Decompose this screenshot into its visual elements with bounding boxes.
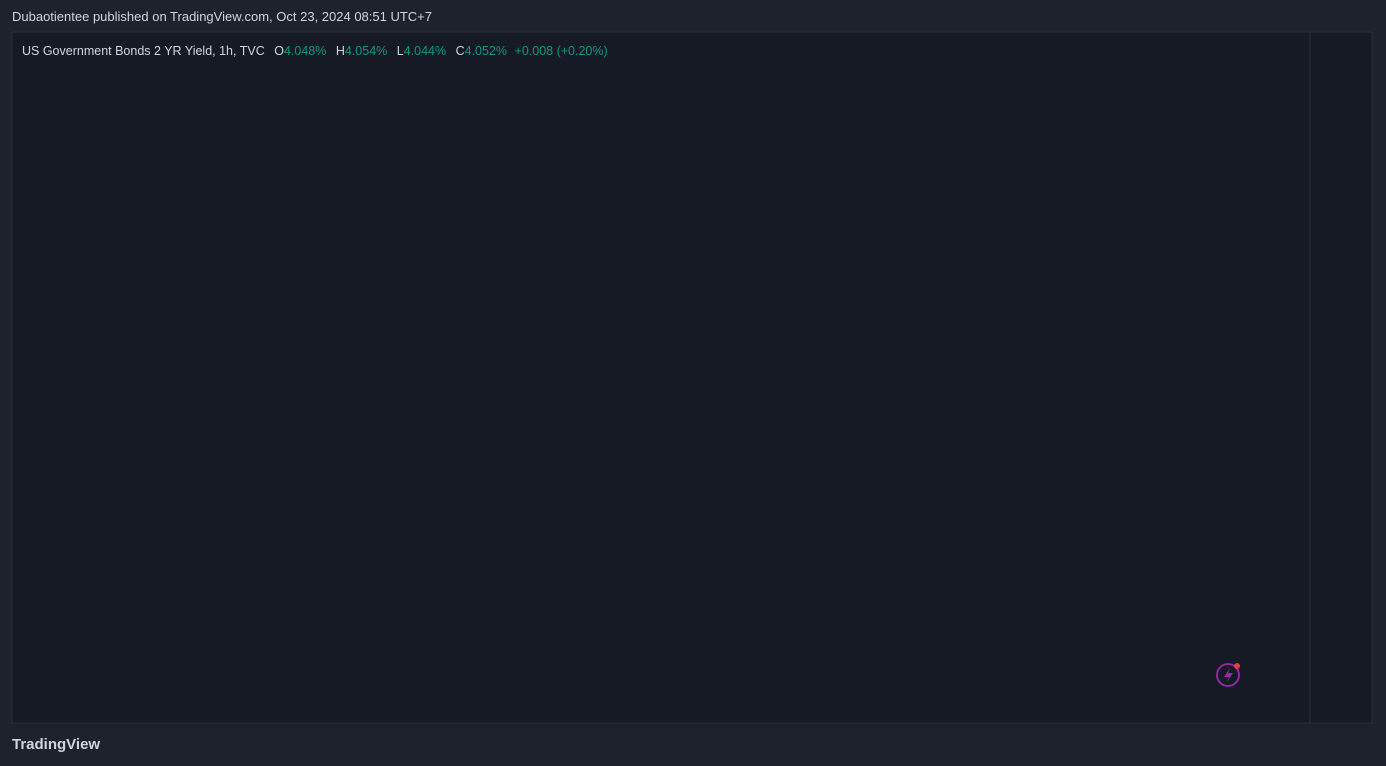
publish-info: Dubaotientee published on TradingView.co… <box>12 9 433 24</box>
legend: US Government Bonds 2 YR Yield, 1h, TVC … <box>22 44 608 58</box>
legend-key: O <box>274 44 284 58</box>
brand: TradingView <box>12 736 100 753</box>
legend-value: 4.048% <box>283 44 327 58</box>
brand-text: TradingView <box>12 736 101 753</box>
legend-title: US Government Bonds 2 YR Yield, 1h, TVC <box>22 44 265 58</box>
legend-value: 4.054% <box>344 44 388 58</box>
legend-value: 4.052% <box>464 44 508 58</box>
legend-change: +0.008 (+0.20%) <box>514 44 608 58</box>
chart-pane <box>11 31 1373 724</box>
alert-dot <box>1234 663 1240 669</box>
legend-value: 4.044% <box>403 44 447 58</box>
legend-key: C <box>455 44 465 58</box>
legend-key: L <box>396 44 404 58</box>
alert-icon[interactable] <box>1216 663 1240 687</box>
alert-ring <box>1216 663 1240 687</box>
alert-bolt <box>1224 668 1233 683</box>
legend-key: H <box>335 44 345 58</box>
